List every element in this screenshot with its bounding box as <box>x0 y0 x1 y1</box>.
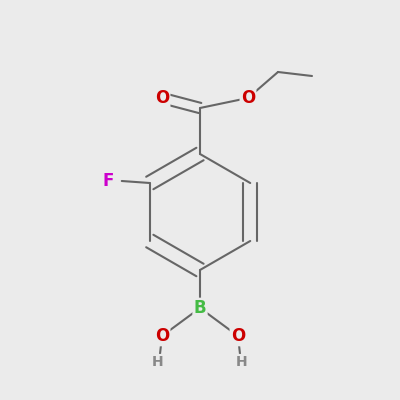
Text: O: O <box>231 327 245 345</box>
Text: H: H <box>152 355 164 369</box>
Text: O: O <box>155 89 169 107</box>
Text: O: O <box>241 89 255 107</box>
Text: O: O <box>155 327 169 345</box>
Text: F: F <box>103 172 114 190</box>
Text: H: H <box>236 355 248 369</box>
Text: B: B <box>194 299 206 317</box>
